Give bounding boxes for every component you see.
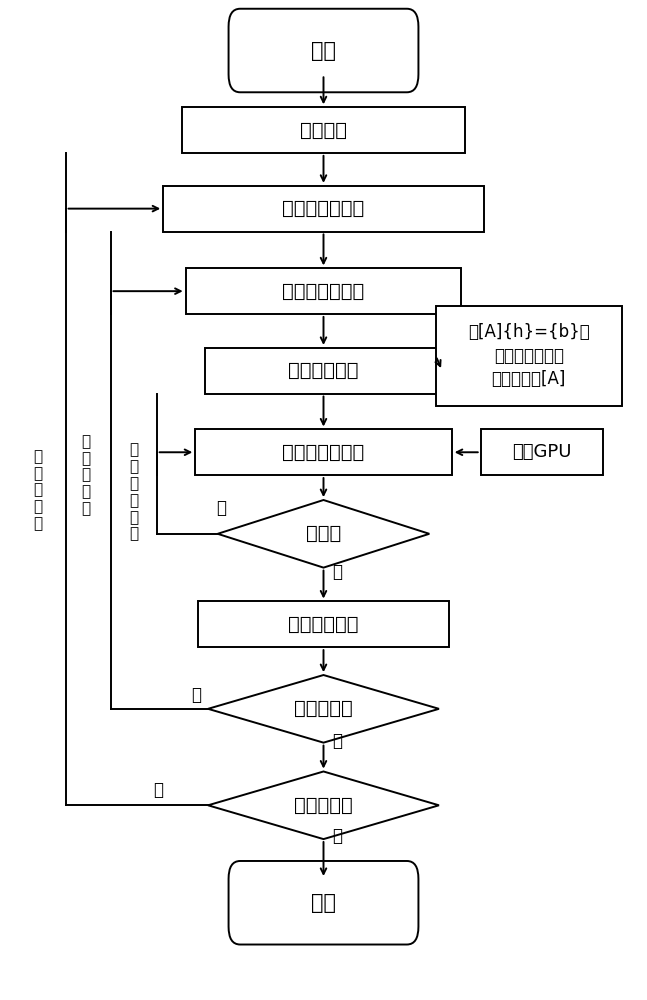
Polygon shape <box>208 771 439 839</box>
Text: 时
间
段
循
环: 时 间 段 循 环 <box>82 434 91 516</box>
Text: 建线性方程组: 建线性方程组 <box>289 361 358 380</box>
Polygon shape <box>208 675 439 743</box>
Text: 否: 否 <box>216 499 226 517</box>
Bar <box>186 268 461 314</box>
Text: 使用GPU: 使用GPU <box>512 443 571 461</box>
Bar <box>199 601 448 647</box>
FancyBboxPatch shape <box>228 9 419 92</box>
Bar <box>163 186 484 232</box>
Text: 是: 是 <box>332 563 342 581</box>
Text: 否: 否 <box>332 827 342 845</box>
Text: 多个应力期: 多个应力期 <box>294 796 353 815</box>
Bar <box>481 429 602 475</box>
Text: 输出计算结果: 输出计算结果 <box>289 615 358 634</box>
Text: 迭
代
求
解
循
环: 迭 代 求 解 循 环 <box>129 443 139 542</box>
Text: 开始: 开始 <box>311 41 336 61</box>
Bar <box>435 306 622 406</box>
FancyBboxPatch shape <box>228 861 419 945</box>
Text: 多个时间段: 多个时间段 <box>294 699 353 718</box>
Text: 计算当前应力期: 计算当前应力期 <box>282 199 365 218</box>
Text: 是: 是 <box>153 781 163 799</box>
Text: 应
力
期
循
环: 应 力 期 循 环 <box>34 449 43 531</box>
Text: 获取参数: 获取参数 <box>300 121 347 140</box>
Text: 收敛？: 收敛？ <box>306 524 341 543</box>
Bar <box>182 107 465 153</box>
Text: 建[A]{h}={b}型
方程组并以对角
型格式存储[A]: 建[A]{h}={b}型 方程组并以对角 型格式存储[A] <box>468 323 589 388</box>
Text: 是: 是 <box>192 686 202 704</box>
Bar <box>205 348 442 394</box>
Bar <box>195 429 452 475</box>
Polygon shape <box>217 500 430 568</box>
Text: 否: 否 <box>332 732 342 750</box>
Text: 计算当前时间段: 计算当前时间段 <box>282 282 365 301</box>
Text: 求解线性方程组: 求解线性方程组 <box>282 443 365 462</box>
Text: 结束: 结束 <box>311 893 336 913</box>
